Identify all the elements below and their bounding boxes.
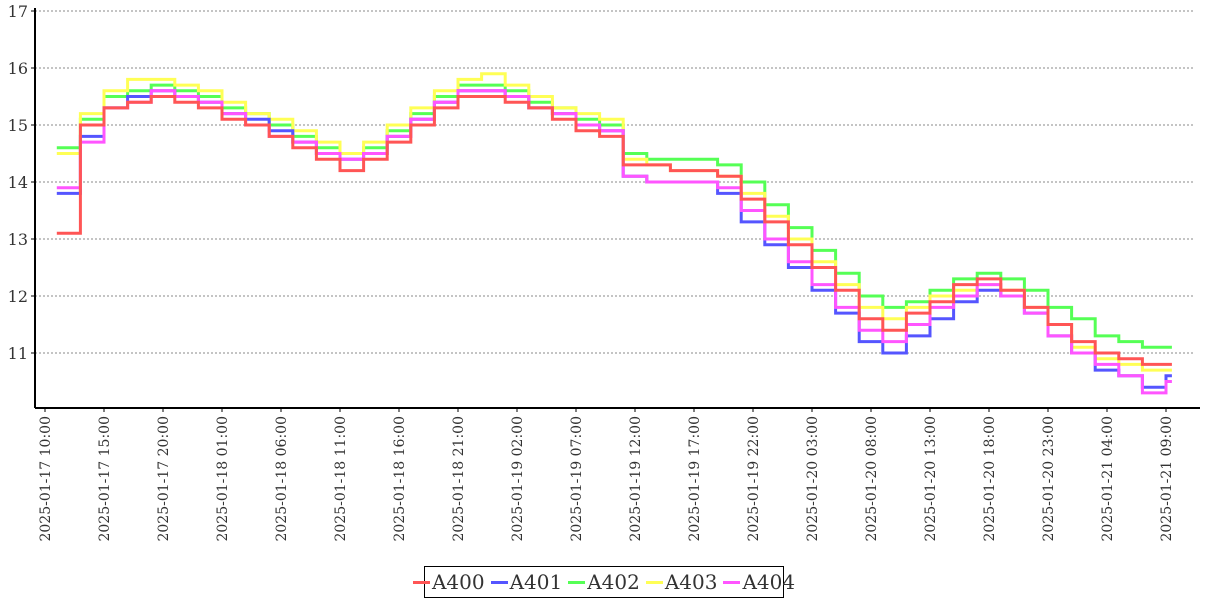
legend-item-a402: A402 <box>568 570 640 594</box>
series-line-a400 <box>56 95 1172 366</box>
x-tick-label: 2025-01-19 22:00 <box>746 416 762 542</box>
x-tick-label: 2025-01-20 13:00 <box>923 416 939 542</box>
x-tick-label: 2025-01-18 16:00 <box>392 416 408 542</box>
x-tick-label: 2025-01-18 01:00 <box>215 416 231 542</box>
x-tick-label: 2025-01-18 06:00 <box>274 416 290 542</box>
y-tick-label: 17 <box>8 2 28 21</box>
x-tick-label: 2025-01-17 20:00 <box>156 416 172 542</box>
x-tick-label: 2025-01-20 18:00 <box>982 416 998 542</box>
legend-item-a400: A400 <box>412 570 485 594</box>
legend-swatch <box>412 580 430 584</box>
y-tick-label: 15 <box>8 116 28 135</box>
x-tick-label: 2025-01-19 02:00 <box>510 416 526 542</box>
legend-label: A402 <box>587 570 640 594</box>
x-tick-label: 2025-01-18 11:00 <box>333 416 349 542</box>
y-tick-label: 13 <box>8 230 28 249</box>
x-tick-label: 2025-01-17 15:00 <box>97 416 113 542</box>
legend-label: A400 <box>431 570 485 594</box>
series-line-a402 <box>56 83 1172 349</box>
y-tick-label: 11 <box>8 344 28 363</box>
legend: A400 A401 A402 A403 A404 <box>412 566 795 598</box>
x-tick-label: 2025-01-21 09:00 <box>1159 416 1175 542</box>
y-tick-label: 14 <box>8 173 28 192</box>
x-tick-label: 2025-01-21 04:00 <box>1100 416 1116 542</box>
y-tick-label: 16 <box>8 59 28 78</box>
x-tick-label: 2025-01-20 23:00 <box>1041 416 1057 542</box>
legend-label: A404 <box>742 570 796 594</box>
series-line-a404 <box>56 89 1172 395</box>
y-tick-label: 12 <box>8 287 28 306</box>
legend-item-a404: A404 <box>723 570 795 594</box>
x-tick-label: 2025-01-19 12:00 <box>628 416 644 542</box>
legend-item-a401: A401 <box>490 570 563 594</box>
x-tick-label: 2025-01-19 17:00 <box>687 416 703 542</box>
x-tick-label: 2025-01-18 21:00 <box>451 416 467 542</box>
x-tick-label: 2025-01-20 08:00 <box>864 416 880 542</box>
legend-swatch <box>490 580 508 584</box>
x-tick-label: 2025-01-19 07:00 <box>569 416 585 542</box>
legend-label: A403 <box>664 570 718 594</box>
x-tick-label: 2025-01-17 10:00 <box>38 416 54 542</box>
legend-swatch <box>568 580 586 584</box>
legend-item-a403: A403 <box>645 570 718 594</box>
legend-swatch <box>723 580 741 584</box>
legend-swatch <box>645 580 663 584</box>
legend-label: A401 <box>509 570 563 594</box>
x-tick-label: 2025-01-20 03:00 <box>805 416 821 542</box>
